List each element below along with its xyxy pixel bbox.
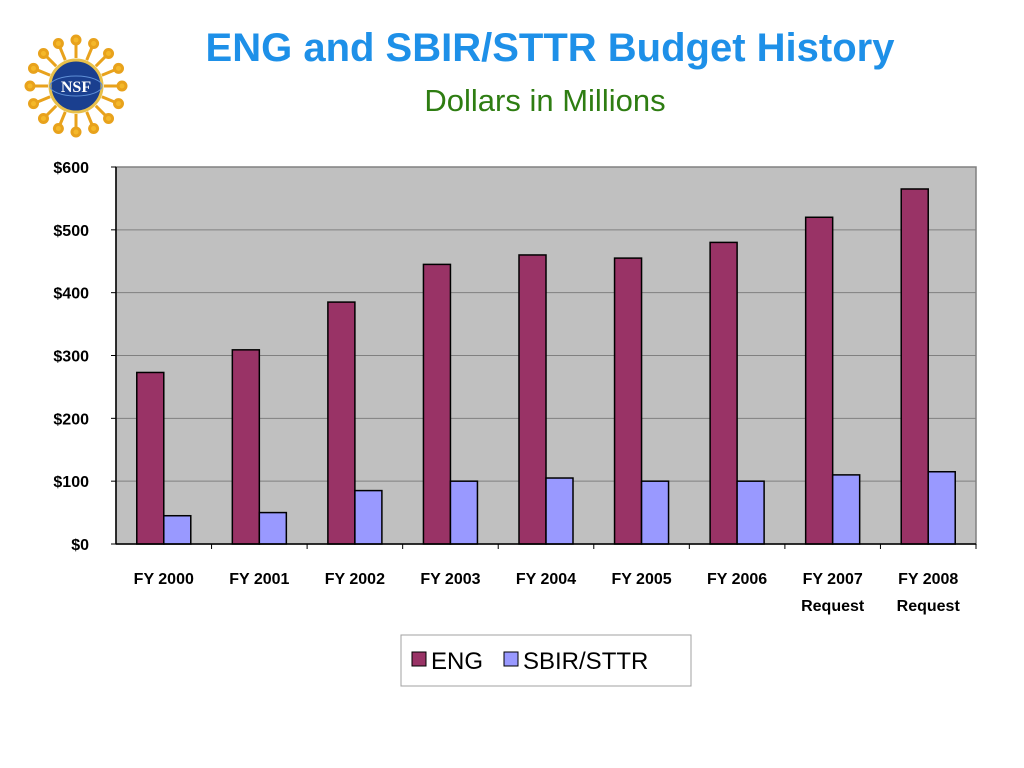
x-axis: FY 2000 FY 2001 FY 2002 FY 2003 FY 2004 FY 20… (116, 543, 977, 615)
x-tick-label: FY 2007 (803, 571, 863, 588)
logo-ray-tip (28, 62, 40, 74)
x-tick-label: FY 2008 (898, 571, 958, 588)
bar-sbir-sttr (640, 480, 670, 545)
x-tick-label: FY 2000 (134, 571, 194, 588)
legend-box (400, 634, 692, 687)
chart-subtitle: Dollars in Millions (424, 83, 666, 118)
nsf-logo: NSF (24, 34, 128, 138)
x-tick-label: FY 2001 (229, 571, 289, 588)
x-tick-label: FY 2005 (611, 571, 671, 588)
y-axis: $0 $100 $200 $300 $400 $500 $600 (53, 160, 117, 554)
logo-ray-tip (103, 47, 115, 59)
logo-ray-tip (116, 80, 128, 92)
bar-eng (231, 349, 261, 545)
logo-ray-tip (28, 98, 40, 110)
legend-label-sbir-sttr: SBIR/STTR (523, 648, 648, 675)
bar-eng (709, 241, 738, 545)
logo-ray-tip (52, 38, 64, 50)
logo-ray-tip (112, 62, 124, 74)
y-tick-label: $600 (53, 160, 89, 177)
legend-swatch-sbir-sttr (503, 651, 519, 667)
bar-eng (136, 371, 165, 545)
logo-ray-tip (88, 38, 100, 50)
legend-swatch-eng (411, 651, 427, 667)
nsf-logo-text: NSF (61, 79, 91, 96)
bar-sbir-sttr (163, 514, 192, 545)
logo-ray-tip (52, 122, 64, 134)
x-tick-label: FY 2006 (707, 571, 767, 588)
x-tick-label: FY 2003 (420, 571, 480, 588)
bar-eng (327, 301, 356, 545)
y-tick-label: $500 (53, 223, 89, 240)
legend-label-eng: ENG (431, 648, 483, 675)
y-tick-label: $200 (53, 411, 89, 428)
legend: ENG SBIR/STTR (400, 634, 692, 687)
bars (136, 188, 956, 545)
logo-ray-tip (37, 47, 49, 59)
bar-eng (900, 188, 929, 545)
logo-ray-tip (112, 98, 124, 110)
bar-eng (613, 257, 643, 545)
bar-sbir-sttr (927, 470, 956, 545)
x-tick-label: FY 2004 (516, 571, 576, 588)
bar-sbir-sttr (545, 477, 574, 545)
bar-sbir-sttr (736, 480, 765, 545)
logo-ray-tip (70, 34, 82, 46)
y-tick-label: $0 (71, 537, 89, 554)
bar-sbir-sttr (831, 474, 861, 545)
nsf-logo-rays (24, 34, 128, 138)
logo-ray-tip (37, 113, 49, 125)
y-tick-label: $400 (53, 286, 89, 303)
logo-ray-tip (103, 113, 115, 125)
logo-ray-tip (70, 126, 82, 138)
y-tick-label: $300 (53, 349, 89, 366)
y-tick-label: $100 (53, 474, 89, 491)
bar-sbir-sttr (258, 511, 288, 545)
bar-sbir-sttr (354, 489, 383, 545)
bar-eng (422, 263, 452, 545)
chart-title: ENG and SBIR/STTR Budget History (205, 26, 895, 70)
x-tick-label: Request (897, 598, 961, 615)
bar-sbir-sttr (449, 480, 479, 545)
x-tick-label: Request (801, 598, 865, 615)
logo-ray-tip (88, 122, 100, 134)
bar-eng (518, 254, 547, 545)
bar-eng (804, 216, 834, 545)
x-tick-label: FY 2002 (325, 571, 385, 588)
logo-ray-tip (24, 80, 36, 92)
